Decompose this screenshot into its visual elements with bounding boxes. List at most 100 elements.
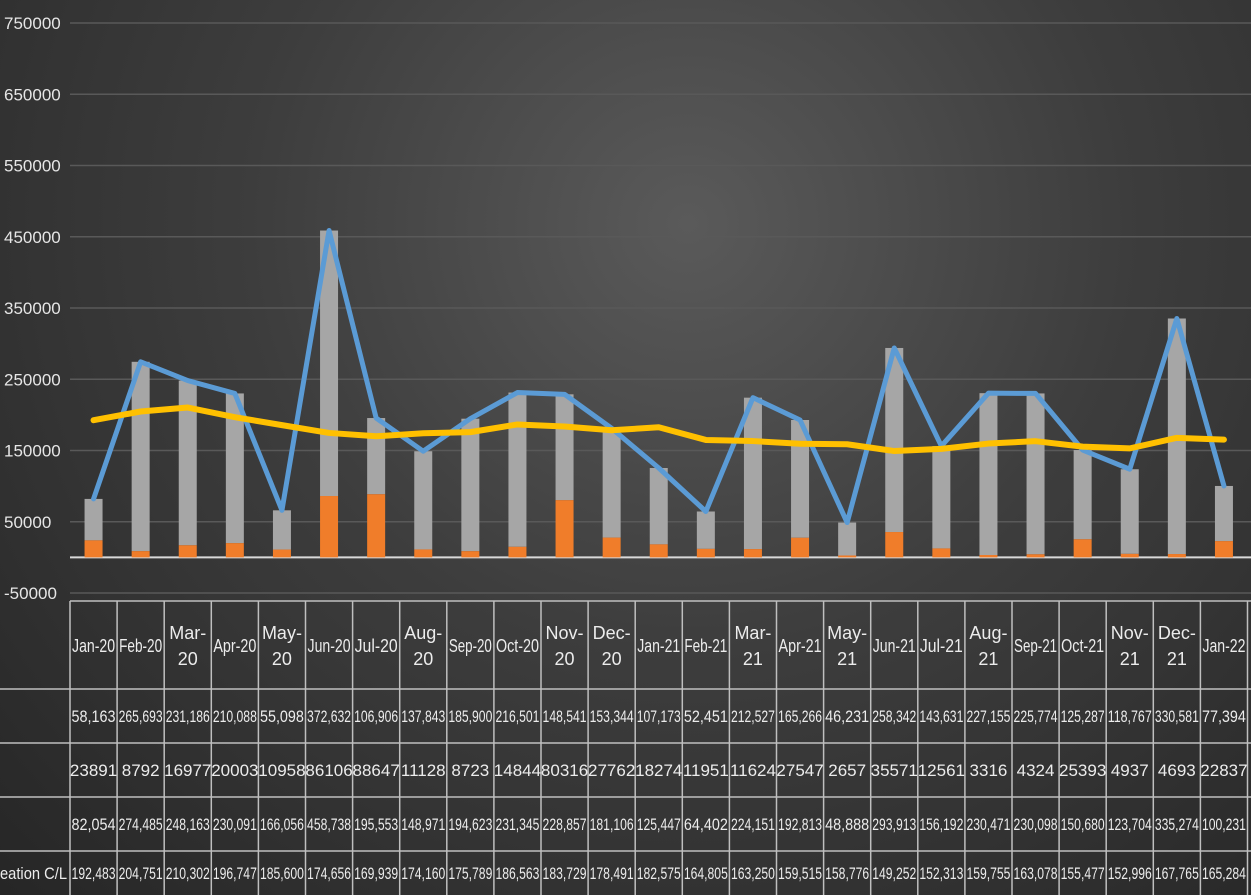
data-table-cell: 48,888 bbox=[825, 815, 869, 834]
category-label-line1: Dec- bbox=[1158, 623, 1196, 643]
data-table-cell: 22837 bbox=[1200, 761, 1247, 780]
data-table-cell: 27547 bbox=[776, 761, 823, 780]
data-table-cell: 125,287 bbox=[1061, 707, 1105, 726]
category-label-line1: May- bbox=[827, 623, 867, 643]
bar-segment-orange bbox=[131, 551, 150, 558]
data-table-cell: 192,813 bbox=[778, 815, 822, 834]
data-table-cell: 178,491 bbox=[590, 864, 634, 883]
data-table-cell: 4324 bbox=[1017, 761, 1055, 780]
bar-segment-orange bbox=[367, 494, 386, 558]
bar-segment-gray bbox=[1214, 485, 1233, 542]
category-label-line1: Nov- bbox=[1111, 623, 1149, 643]
bar-segment-gray bbox=[555, 394, 574, 501]
bar-segment-gray bbox=[461, 418, 480, 552]
data-table-cell: 181,106 bbox=[590, 815, 634, 834]
data-table-cell: 164,805 bbox=[684, 864, 728, 883]
category-label: Jan-21 bbox=[637, 636, 680, 656]
bar-segment-orange bbox=[1120, 553, 1139, 558]
bar-segment-orange bbox=[508, 546, 527, 558]
data-table-cell: 2657 bbox=[828, 761, 866, 780]
data-table-cell: 163,250 bbox=[731, 864, 775, 883]
category-label: Feb-20 bbox=[119, 636, 162, 656]
data-table-cell: 82,054 bbox=[72, 815, 116, 834]
data-table-cell: 148,971 bbox=[401, 815, 445, 834]
data-table-cell: 11624 bbox=[730, 761, 776, 780]
data-table-cell: 248,163 bbox=[166, 815, 210, 834]
data-table-cell: 158,776 bbox=[825, 864, 869, 883]
data-table-cell: 185,600 bbox=[260, 864, 304, 883]
bar-segment-orange bbox=[555, 500, 574, 558]
bar-segment-gray bbox=[743, 397, 762, 550]
category-label: Jan-20 bbox=[72, 636, 115, 656]
data-table-cell: 137,843 bbox=[401, 707, 445, 726]
y-tick-label: 150000 bbox=[4, 442, 61, 461]
data-table-cell: 14844 bbox=[494, 761, 541, 780]
category-label-line2: 21 bbox=[1167, 649, 1187, 669]
data-table-cell: 159,515 bbox=[778, 864, 822, 883]
category-label-line2: 21 bbox=[837, 649, 857, 669]
data-table-cell: 335,274 bbox=[1155, 815, 1199, 834]
data-table-cell: 216,501 bbox=[495, 707, 539, 726]
data-table-cell: 86106 bbox=[305, 761, 352, 780]
data-table-cell: 10958 bbox=[258, 761, 305, 780]
bar-segment-gray bbox=[1073, 450, 1092, 540]
category-label-line1: Dec- bbox=[593, 623, 631, 643]
category-label: Oct-20 bbox=[496, 636, 539, 656]
category-label: Jun-20 bbox=[308, 636, 351, 656]
category-label-line2: 21 bbox=[978, 649, 998, 669]
y-tick-label: 750000 bbox=[4, 14, 61, 33]
data-table-cell: 230,471 bbox=[966, 815, 1010, 834]
data-table-cell: 230,098 bbox=[1014, 815, 1058, 834]
bar-segment-orange bbox=[225, 543, 244, 558]
y-tick-label: 450000 bbox=[4, 228, 61, 247]
data-table-cell: 23891 bbox=[70, 761, 117, 780]
y-tick-label: 550000 bbox=[4, 157, 61, 176]
data-table-cell: 143,631 bbox=[919, 707, 963, 726]
data-table-cell: 224,151 bbox=[731, 815, 775, 834]
y-tick-label: 250000 bbox=[4, 370, 61, 389]
category-label-line1: Mar- bbox=[734, 623, 771, 643]
bar-segment-orange bbox=[696, 548, 715, 558]
data-table-cell: 210,088 bbox=[213, 707, 257, 726]
y-tick-label: -50000 bbox=[4, 584, 57, 603]
data-table-cell: 210,302 bbox=[166, 864, 210, 883]
bar-segment-gray bbox=[979, 393, 998, 556]
data-table-cell: 58,163 bbox=[72, 707, 116, 726]
y-axis-tick-labels: 750000 650000 550000 450000 350000 250000 1500… bbox=[4, 14, 61, 603]
data-table-cell: 182,575 bbox=[637, 864, 681, 883]
bar-segment-orange bbox=[1026, 554, 1045, 558]
data-table-cell: 4693 bbox=[1158, 761, 1196, 780]
bar-segment-orange bbox=[885, 532, 904, 558]
data-table-cell: 372,632 bbox=[307, 707, 351, 726]
data-table-cell: 107,173 bbox=[637, 707, 681, 726]
data-table-cell: 258,342 bbox=[872, 707, 916, 726]
data-table-cell: 11128 bbox=[401, 761, 446, 780]
bar-segment-orange bbox=[791, 537, 810, 558]
line-series-yellow bbox=[90, 404, 1227, 455]
bar-segment-gray bbox=[838, 522, 857, 556]
category-label-line2: 21 bbox=[743, 649, 763, 669]
data-table-cell: 231,186 bbox=[166, 707, 210, 726]
category-label-line2: 21 bbox=[1120, 649, 1140, 669]
category-label-line2: 20 bbox=[602, 649, 622, 669]
bar-segment-gray bbox=[885, 347, 904, 533]
bar-segment-gray bbox=[1026, 393, 1045, 555]
category-label: Jul-21 bbox=[920, 636, 963, 656]
line-series-blue bbox=[91, 228, 1227, 526]
data-table-cell: 35571 bbox=[871, 761, 918, 780]
data-table-cell: 118,767 bbox=[1108, 707, 1152, 726]
category-label: Sep-21 bbox=[1014, 636, 1057, 656]
category-label: Apr-21 bbox=[779, 636, 822, 656]
bar-segment-orange bbox=[649, 544, 668, 558]
data-table-cell: 165,266 bbox=[778, 707, 822, 726]
data-table-cell: 228,857 bbox=[543, 815, 587, 834]
data-table-cell: 148,541 bbox=[543, 707, 587, 726]
bar-segment-orange bbox=[320, 496, 339, 558]
data-table-cell: 64,402 bbox=[684, 815, 728, 834]
stacked-bars bbox=[84, 230, 1233, 558]
data-table-cell: 18274 bbox=[635, 761, 682, 780]
data-table-cell: 20003 bbox=[211, 761, 258, 780]
data-table-cell: 152,313 bbox=[919, 864, 963, 883]
y-tick-label: 650000 bbox=[4, 85, 61, 104]
